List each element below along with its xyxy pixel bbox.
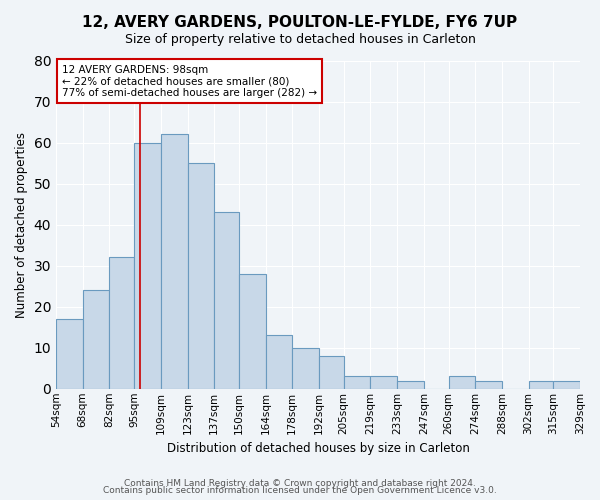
Y-axis label: Number of detached properties: Number of detached properties	[15, 132, 28, 318]
Bar	[188, 163, 214, 389]
Bar	[239, 274, 266, 389]
Bar	[370, 376, 397, 389]
Bar	[292, 348, 319, 389]
Bar	[161, 134, 188, 389]
Text: 12 AVERY GARDENS: 98sqm
← 22% of detached houses are smaller (80)
77% of semi-de: 12 AVERY GARDENS: 98sqm ← 22% of detache…	[62, 64, 317, 98]
Bar	[319, 356, 344, 389]
Bar	[134, 142, 161, 389]
Bar	[529, 380, 553, 389]
Text: Contains HM Land Registry data © Crown copyright and database right 2024.: Contains HM Land Registry data © Crown c…	[124, 478, 476, 488]
Bar	[83, 290, 109, 389]
X-axis label: Distribution of detached houses by size in Carleton: Distribution of detached houses by size …	[167, 442, 469, 455]
Bar	[397, 380, 424, 389]
Bar	[475, 380, 502, 389]
Bar	[449, 376, 475, 389]
Text: Contains public sector information licensed under the Open Government Licence v3: Contains public sector information licen…	[103, 486, 497, 495]
Bar	[344, 376, 370, 389]
Bar	[553, 380, 580, 389]
Text: 12, AVERY GARDENS, POULTON-LE-FYLDE, FY6 7UP: 12, AVERY GARDENS, POULTON-LE-FYLDE, FY6…	[82, 15, 518, 30]
Text: Size of property relative to detached houses in Carleton: Size of property relative to detached ho…	[125, 32, 475, 46]
Bar	[109, 258, 134, 389]
Bar	[214, 212, 239, 389]
Bar	[56, 319, 83, 389]
Bar	[266, 336, 292, 389]
